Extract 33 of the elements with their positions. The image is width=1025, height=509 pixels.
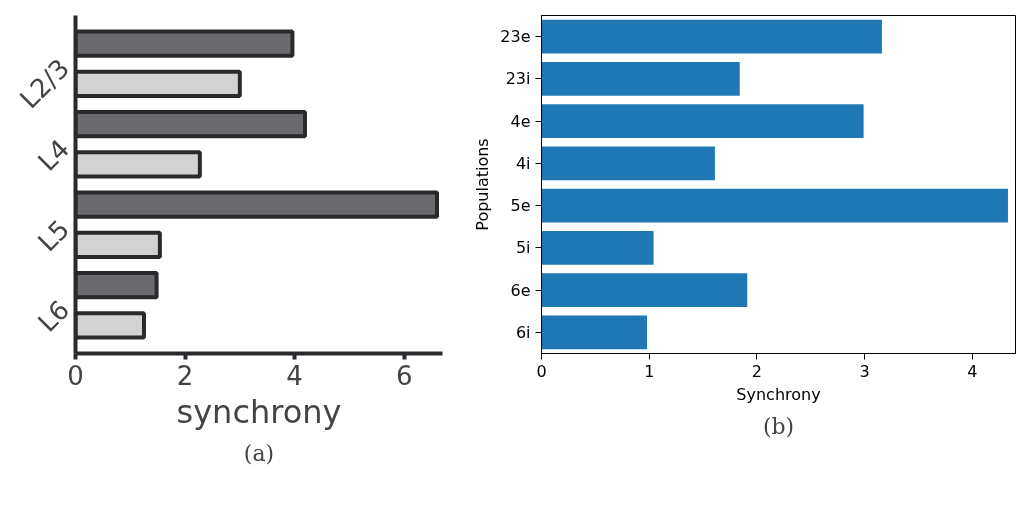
x-tick-label: 2 — [176, 360, 194, 391]
y-tick-label: L5 — [31, 214, 76, 258]
x-tick-label: 4 — [967, 361, 978, 381]
x-tick-label: 3 — [859, 361, 870, 381]
bar — [541, 19, 882, 54]
x-tick-label: 0 — [67, 360, 84, 391]
y-tick-label: L6 — [31, 294, 76, 338]
bar — [541, 188, 1008, 223]
y-tick-label: 4i — [515, 153, 531, 173]
y-tick-label: 23e — [500, 27, 531, 47]
text: (a) — [243, 440, 275, 466]
y-tick-label: 23i — [505, 69, 531, 89]
y-axis-title: Populations — [473, 138, 493, 231]
y-tick-label: 4e — [510, 111, 531, 131]
bar — [541, 104, 864, 139]
bar — [541, 61, 740, 96]
y-tick-label: 6i — [515, 322, 531, 342]
x-tick-label: 0 — [536, 361, 547, 381]
bar — [541, 273, 748, 308]
y-tick-label: 5e — [510, 196, 531, 216]
y-tick-label: 5i — [515, 238, 531, 258]
bar — [541, 230, 654, 265]
y-tick-label: L4 — [31, 133, 76, 177]
x-axis-title: synchrony — [176, 392, 342, 431]
x-axis-title: Synchrony — [736, 384, 821, 404]
x-tick-label: 2 — [751, 361, 763, 381]
bar — [541, 315, 648, 350]
x-tick-label: 6 — [395, 360, 413, 391]
text: (b) — [762, 413, 795, 439]
x-tick-label: 1 — [644, 361, 655, 381]
bar — [541, 146, 715, 181]
x-tick-label: 4 — [286, 360, 303, 391]
y-tick-label: 6e — [510, 280, 531, 300]
